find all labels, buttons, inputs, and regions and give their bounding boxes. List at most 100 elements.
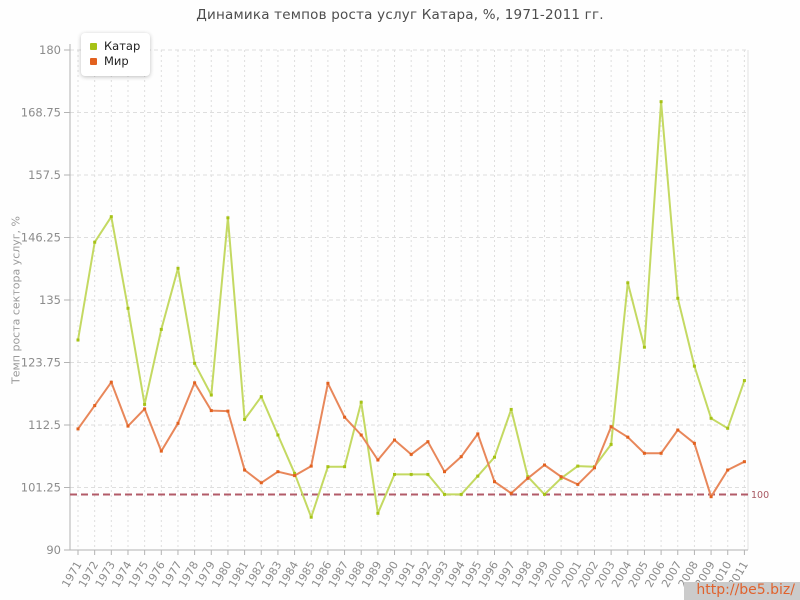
qatar-data-point bbox=[426, 472, 430, 476]
world-data-point bbox=[559, 475, 563, 479]
world-data-point bbox=[676, 428, 680, 432]
world-data-point bbox=[226, 409, 230, 413]
world-data-point bbox=[509, 491, 513, 495]
world-data-point bbox=[443, 470, 446, 474]
qatar-data-point bbox=[692, 364, 696, 368]
world-data-point bbox=[259, 481, 263, 485]
legend: Катар Мир bbox=[81, 33, 151, 77]
qatar-data-point bbox=[559, 476, 563, 480]
world-data-point bbox=[293, 474, 297, 478]
qatar-data-point bbox=[209, 393, 213, 397]
qatar-data-point bbox=[393, 472, 396, 476]
world-data-point bbox=[93, 404, 97, 408]
y-tick-label: 101.25 bbox=[21, 481, 61, 495]
world-series-line bbox=[77, 381, 746, 498]
y-tick-label: 157.5 bbox=[28, 168, 61, 182]
qatar-data-point bbox=[609, 442, 613, 446]
world-data-point bbox=[543, 463, 546, 467]
legend-label-world: Мир bbox=[104, 54, 129, 69]
world-data-point bbox=[126, 424, 130, 428]
qatar-data-point bbox=[93, 240, 97, 244]
world-data-point bbox=[193, 381, 197, 385]
qatar-data-point bbox=[742, 379, 746, 383]
world-data-point bbox=[393, 438, 396, 442]
world-data-point bbox=[243, 468, 247, 472]
world-data-point bbox=[376, 458, 380, 462]
world-data-point bbox=[726, 468, 730, 472]
world-data-point bbox=[526, 476, 530, 480]
world-data-point bbox=[109, 380, 113, 384]
qatar-data-point bbox=[676, 296, 680, 300]
qatar-data-point bbox=[726, 426, 730, 430]
qatar-data-point bbox=[509, 407, 513, 411]
qatar-data-point bbox=[109, 215, 113, 219]
world-data-point bbox=[409, 452, 413, 456]
world-data-point bbox=[76, 427, 80, 431]
qatar-data-point bbox=[176, 266, 180, 270]
qatar-data-point bbox=[159, 327, 163, 331]
y-tick-label: 112.5 bbox=[28, 418, 61, 432]
qatar-data-point bbox=[709, 416, 713, 420]
qatar-data-point bbox=[493, 455, 496, 459]
qatar-data-point bbox=[226, 216, 230, 220]
world-data-point bbox=[143, 407, 147, 411]
world-data-point bbox=[176, 421, 180, 425]
qatar-data-point bbox=[359, 400, 363, 404]
qatar-data-point bbox=[76, 338, 80, 342]
y-tick-label: 146.25 bbox=[21, 231, 61, 245]
legend-item-qatar[interactable]: Катар bbox=[90, 39, 141, 53]
qatar-data-point bbox=[259, 395, 263, 399]
world-data-point bbox=[626, 435, 630, 439]
world-data-point bbox=[709, 495, 713, 499]
y-tick-label: 90 bbox=[46, 543, 61, 557]
world-data-point bbox=[692, 441, 696, 445]
world-data-point bbox=[609, 425, 613, 429]
qatar-data-point bbox=[443, 492, 446, 496]
world-data-point bbox=[326, 381, 330, 385]
qatar-data-point bbox=[276, 433, 280, 437]
world-data-point bbox=[576, 482, 580, 486]
qatar-data-point bbox=[659, 100, 663, 104]
qatar-data-point bbox=[343, 465, 347, 469]
qatar-data-point bbox=[526, 475, 530, 479]
qatar-data-point bbox=[126, 306, 130, 310]
world-data-point bbox=[659, 451, 663, 455]
y-tick-label: 180 bbox=[39, 43, 61, 57]
legend-label-qatar: Катар bbox=[104, 39, 141, 53]
qatar-data-point bbox=[626, 281, 630, 285]
qatar-data-point bbox=[459, 492, 463, 496]
qatar-data-point bbox=[293, 471, 297, 475]
y-tick-label: 168.75 bbox=[21, 106, 61, 120]
qatar-series-swatch bbox=[90, 43, 97, 51]
world-data-point bbox=[459, 455, 463, 459]
world-data-point bbox=[642, 451, 646, 455]
qatar-data-point bbox=[376, 511, 380, 515]
qatar-data-point bbox=[642, 345, 646, 349]
world-data-point bbox=[742, 460, 746, 464]
world-data-point bbox=[593, 466, 596, 470]
world-data-point bbox=[359, 433, 363, 437]
qatar-data-point bbox=[143, 402, 147, 406]
qatar-data-point bbox=[243, 417, 247, 421]
chart-title: Динамика темпов роста услуг Катара, %, 1… bbox=[196, 7, 604, 23]
world-data-point bbox=[276, 470, 280, 474]
world-data-point bbox=[209, 409, 213, 413]
watermark-link[interactable]: http://be5.biz/ bbox=[684, 582, 800, 600]
y-tick-label: 135 bbox=[39, 293, 61, 307]
world-data-point bbox=[493, 480, 496, 484]
world-data-point bbox=[426, 440, 430, 444]
world-data-point bbox=[476, 432, 480, 436]
qatar-data-point bbox=[309, 515, 313, 519]
qatar-data-point bbox=[476, 474, 480, 478]
qatar-data-point bbox=[326, 465, 330, 469]
world-series-swatch bbox=[90, 58, 97, 66]
legend-item-world[interactable]: Мир bbox=[90, 54, 140, 69]
ref-line-label: 100 bbox=[751, 490, 769, 501]
y-tick-label: 123.75 bbox=[21, 356, 61, 370]
world-data-point bbox=[343, 415, 347, 419]
qatar-data-point bbox=[193, 361, 197, 365]
world-data-point bbox=[159, 449, 163, 453]
qatar-data-point bbox=[543, 492, 546, 496]
